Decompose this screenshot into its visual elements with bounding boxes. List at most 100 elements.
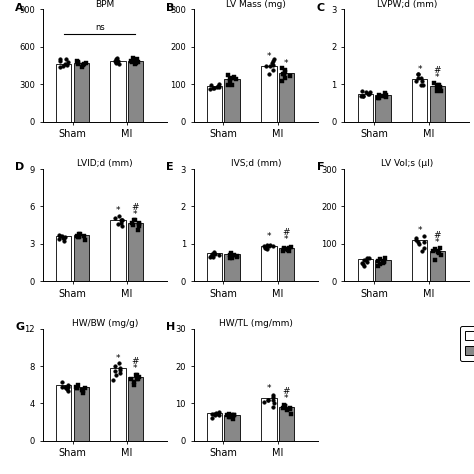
Point xyxy=(431,246,438,253)
Point xyxy=(64,383,72,391)
Point xyxy=(264,396,272,403)
Text: B: B xyxy=(166,3,174,13)
Legend: Veh, Dio: Veh, Dio xyxy=(460,326,474,361)
Point xyxy=(379,259,387,267)
Point xyxy=(63,386,70,393)
Text: *: * xyxy=(133,210,138,219)
Title: LV Mass (mg): LV Mass (mg) xyxy=(226,0,286,9)
Point xyxy=(79,387,87,395)
Bar xyxy=(279,248,294,281)
Point xyxy=(358,92,365,100)
Point xyxy=(375,91,383,99)
Point xyxy=(360,256,368,264)
Bar xyxy=(225,79,240,122)
Point xyxy=(420,233,428,240)
Point xyxy=(381,90,389,97)
Point xyxy=(56,233,64,240)
Point xyxy=(210,248,218,256)
Title: HW/TL (mg/mm): HW/TL (mg/mm) xyxy=(219,319,293,328)
Point xyxy=(417,74,425,82)
Text: *: * xyxy=(267,384,271,393)
Point xyxy=(279,77,286,85)
Point xyxy=(378,92,385,100)
Bar xyxy=(56,385,72,441)
Point xyxy=(412,235,420,242)
Bar xyxy=(73,235,89,281)
Point xyxy=(434,248,441,256)
Point xyxy=(116,213,123,220)
Point xyxy=(281,74,289,82)
Point xyxy=(133,372,141,379)
Point xyxy=(282,69,289,76)
Point xyxy=(209,415,216,422)
Point xyxy=(279,247,287,255)
Point xyxy=(281,66,289,74)
Point xyxy=(261,243,268,250)
Text: #: # xyxy=(434,66,441,75)
Point xyxy=(135,223,143,230)
Point xyxy=(261,244,268,251)
Point xyxy=(419,81,427,89)
Point xyxy=(55,231,63,239)
Point xyxy=(435,249,443,257)
Text: ns: ns xyxy=(95,23,105,32)
Point xyxy=(228,252,236,260)
Point xyxy=(285,244,293,251)
Text: E: E xyxy=(166,162,173,173)
Text: *: * xyxy=(116,354,120,363)
Point xyxy=(111,57,118,64)
Point xyxy=(415,240,422,247)
Point xyxy=(111,367,118,374)
Point xyxy=(133,59,140,67)
Point xyxy=(60,237,68,245)
Point xyxy=(285,247,292,255)
Text: *: * xyxy=(435,238,439,247)
Point xyxy=(115,220,122,228)
Point xyxy=(112,58,120,65)
Bar xyxy=(110,220,126,281)
Point xyxy=(112,55,120,63)
Point xyxy=(135,227,142,234)
Text: C: C xyxy=(317,3,325,13)
Point xyxy=(128,58,136,65)
Point xyxy=(59,62,66,69)
Bar xyxy=(261,398,277,441)
Text: *: * xyxy=(418,64,422,73)
Point xyxy=(57,63,64,71)
Point xyxy=(208,250,216,258)
Point xyxy=(431,256,438,264)
Point xyxy=(115,61,123,68)
Point xyxy=(230,251,238,259)
Point xyxy=(434,247,442,255)
Point xyxy=(210,410,218,418)
Point xyxy=(366,88,374,96)
Point xyxy=(74,58,82,65)
Point xyxy=(228,81,236,89)
Point xyxy=(269,243,277,250)
Point xyxy=(363,254,371,262)
Title: LVPW;d (mm): LVPW;d (mm) xyxy=(377,0,437,9)
Point xyxy=(224,411,231,419)
Point xyxy=(280,70,288,78)
Point xyxy=(437,245,444,252)
Point xyxy=(376,261,383,268)
Point xyxy=(270,396,277,403)
Point xyxy=(82,237,89,244)
Bar xyxy=(128,61,143,122)
Title: HW/BW (mg/g): HW/BW (mg/g) xyxy=(72,319,138,328)
Text: #: # xyxy=(132,202,139,211)
Point xyxy=(135,374,143,381)
Point xyxy=(233,253,240,260)
Point xyxy=(382,91,390,99)
Bar xyxy=(207,86,222,122)
Point xyxy=(73,383,80,391)
Point xyxy=(214,410,221,418)
Text: *: * xyxy=(435,73,439,82)
Point xyxy=(111,214,119,221)
Point xyxy=(436,81,443,89)
Point xyxy=(118,216,126,224)
Point xyxy=(80,232,88,239)
Point xyxy=(75,233,82,241)
Point xyxy=(362,256,370,264)
Point xyxy=(365,254,373,262)
